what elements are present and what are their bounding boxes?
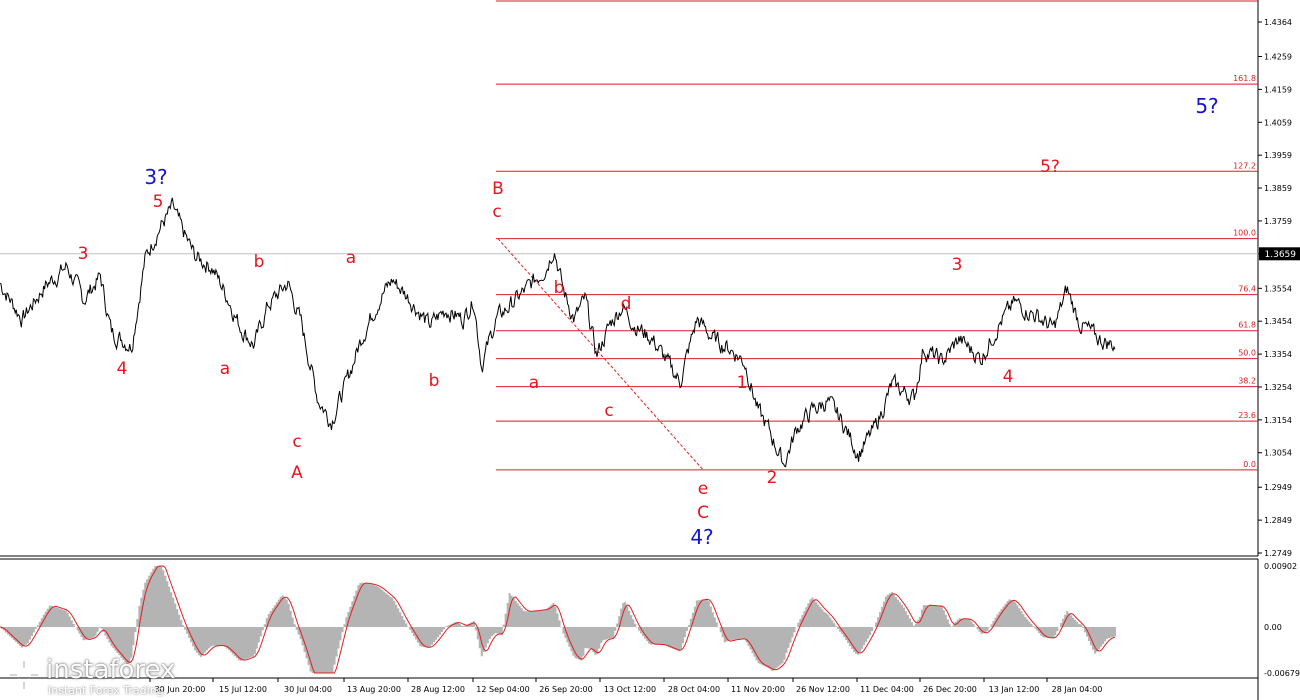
time-axis-tick-label: 28 Oct 04:00 [668,685,720,694]
fib-level-label: 127.2 [1233,161,1256,170]
fib-level-label: 50.0 [1238,349,1256,358]
price-axis-tick-label: 1.2749 [1264,549,1292,558]
wave-label-red: 1 [737,373,748,393]
wave-label-red: 2 [767,468,778,488]
wave-label-red: C [697,503,709,523]
price-axis-tick-label: 1.3354 [1264,350,1292,359]
wave-label-red: d [621,294,632,314]
time-axis-tick-label: 13 Oct 12:00 [604,685,656,694]
wave-label-blue: 3? [144,165,167,189]
oscillator-tick-label: -0.00679 [1264,669,1300,678]
price-axis-tick-label: 1.4364 [1264,18,1292,27]
instaforex-tagline: Instant Forex Trading [48,684,164,697]
oscillator-axis: 0.00902 0.00 -0.00679 [1264,562,1300,678]
current-price-text: 1.3659 [1265,250,1297,260]
wave-label-red: b [429,371,440,391]
wave-label-red: 4 [117,359,128,379]
wave-label-blue: 5? [1195,94,1218,118]
fib-level-label: 23.6 [1238,411,1256,420]
price-axis-tick-label: 1.3254 [1264,383,1292,392]
fib-level-label: 0.0 [1243,460,1256,469]
wave-label-red: 3 [952,255,963,275]
price-axis-tick-label: 1.2849 [1264,516,1292,525]
oscillator-series [0,565,1117,674]
oscillator-tick-label: 0.00902 [1264,562,1297,571]
time-axis-tick-label: 13 Aug 20:00 [347,685,401,694]
wave-label-red: c [492,202,501,222]
fib-level-label: 100.0 [1233,229,1256,238]
instaforex-logo-text: instaforex [46,655,176,685]
wave-label-red: a [346,248,356,268]
wave-label-red: c [604,401,613,421]
instaforex-logo-icon [8,659,40,691]
price-axis-tick-label: 1.3454 [1264,317,1292,326]
price-axis-tick-label: 1.2949 [1264,483,1292,492]
wave-label-red: B [492,179,504,199]
time-axis-tick-label: 30 Jul 04:00 [284,685,332,694]
wave-label-red: c [292,432,301,452]
wave-label-blue: 4? [690,525,713,549]
time-axis-tick-label: 26 Nov 12:00 [796,685,850,694]
main-panel [0,0,1259,560]
wave-label-red: 5 [153,192,164,212]
wave-label-red: 5? [1040,157,1060,177]
time-axis-tick-label: 11 Nov 20:00 [731,685,785,694]
wave-label-red: b [254,252,265,272]
fib-level-label: 38.2 [1238,377,1256,386]
time-axis-tick-label: 13 Jan 12:00 [989,685,1040,694]
time-axis-tick-label: 26 Dec 20:00 [923,685,977,694]
time-axis: 30 Jun 20:00 15 Jul 12:00 30 Jul 04:00 13 A… [149,678,1103,694]
wave-label-red: e [698,479,708,499]
price-axis-tick-label: 1.4059 [1264,118,1292,127]
fib-level-label: 61.8 [1238,321,1256,330]
wave-diagonal-trendline [497,238,704,471]
current-price-label: 1.3659 [1259,247,1300,261]
wave-label-red: a [220,359,230,379]
price-axis-tick-label: 1.3759 [1264,217,1292,226]
price-axis: 1.4364 1.4259 1.4159 1.4059 1.3959 1.3859 1.37… [1258,18,1292,558]
price-axis-tick-label: 1.3554 [1264,284,1292,293]
fib-level-label: 76.4 [1238,285,1256,294]
time-axis-tick-label: 15 Jul 12:00 [219,685,267,694]
wave-label-red: 4 [1003,367,1014,387]
wave-label-red: a [529,373,539,393]
instaforex-logo: instaforex Instant Forex Trading [6,655,196,700]
time-axis-tick-label: 11 Dec 04:00 [860,685,914,694]
price-series [0,197,1116,468]
oscillator-tick-label: 0.00 [1264,623,1282,632]
time-axis-tick-label: 28 Jan 04:00 [1052,685,1103,694]
wave-label-red: A [291,463,303,483]
time-axis-tick-label: 28 Aug 12:00 [411,685,465,694]
price-axis-tick-label: 1.3859 [1264,184,1292,193]
oscillator-signal-line [0,565,1116,674]
price-axis-tick-label: 1.4159 [1264,85,1292,94]
wave-label-red: 3 [78,244,89,264]
oscillator-panel [0,559,1259,700]
price-line [0,197,1116,468]
fibonacci-levels: 161.8 127.2 100.0 76.4 61.8 50.0 38.2 23.6 0.0 [496,0,1258,471]
wave-label-red: b [554,278,565,298]
time-axis-tick-label: 26 Sep 20:00 [539,685,592,694]
time-axis-tick-label: 30 Jun 20:00 [155,685,206,694]
oscillator-histogram [0,566,1117,673]
price-axis-tick-label: 1.4259 [1264,53,1292,62]
time-axis-tick-label: 12 Sep 04:00 [476,685,529,694]
price-axis-tick-label: 1.3054 [1264,449,1292,458]
price-axis-tick-label: 1.3959 [1264,151,1292,160]
price-axis-tick-label: 1.3154 [1264,416,1292,425]
fib-level-label: 161.8 [1233,74,1256,83]
